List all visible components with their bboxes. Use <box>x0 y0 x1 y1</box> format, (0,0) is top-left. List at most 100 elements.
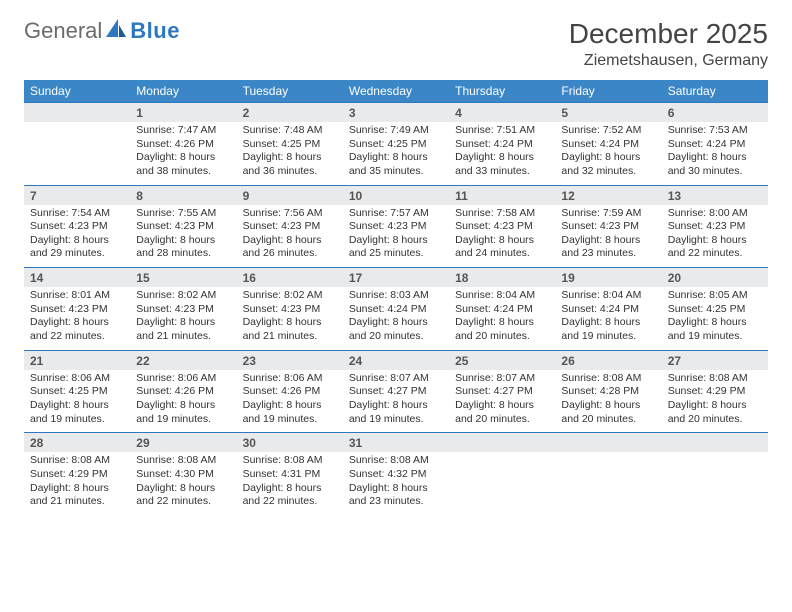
sunset-line: Sunset: 4:25 PM <box>349 138 443 152</box>
dayhead-sunday: Sunday <box>24 80 130 103</box>
day-number: 16 <box>237 268 343 287</box>
sunrise-line: Sunrise: 8:08 AM <box>30 454 124 468</box>
sunset-line: Sunset: 4:23 PM <box>349 220 443 234</box>
calendar-week-row: 1Sunrise: 7:47 AMSunset: 4:26 PMDaylight… <box>24 103 768 186</box>
daylight-line: Daylight: 8 hours and 22 minutes. <box>243 482 337 509</box>
sunset-line: Sunset: 4:29 PM <box>30 468 124 482</box>
calendar-day-cell: 27Sunrise: 8:08 AMSunset: 4:29 PMDayligh… <box>662 350 768 433</box>
calendar-day-cell: 20Sunrise: 8:05 AMSunset: 4:25 PMDayligh… <box>662 268 768 351</box>
day-details: Sunrise: 7:58 AMSunset: 4:23 PMDaylight:… <box>449 205 555 268</box>
sunrise-line: Sunrise: 8:08 AM <box>561 372 655 386</box>
daylight-line: Daylight: 8 hours and 30 minutes. <box>668 151 762 178</box>
day-details: Sunrise: 7:52 AMSunset: 4:24 PMDaylight:… <box>555 122 661 185</box>
day-number: 12 <box>555 186 661 205</box>
calendar-day-cell: 23Sunrise: 8:06 AMSunset: 4:26 PMDayligh… <box>237 350 343 433</box>
page-header: General Blue December 2025 Ziemetshausen… <box>24 18 768 70</box>
day-details: Sunrise: 8:05 AMSunset: 4:25 PMDaylight:… <box>662 287 768 350</box>
sunset-line: Sunset: 4:23 PM <box>136 220 230 234</box>
day-details <box>662 452 768 510</box>
sunrise-line: Sunrise: 8:00 AM <box>668 207 762 221</box>
day-number <box>449 433 555 452</box>
day-number: 7 <box>24 186 130 205</box>
sunrise-line: Sunrise: 7:49 AM <box>349 124 443 138</box>
daylight-line: Daylight: 8 hours and 19 minutes. <box>349 399 443 426</box>
day-details <box>555 452 661 510</box>
daylight-line: Daylight: 8 hours and 35 minutes. <box>349 151 443 178</box>
brand-sail-icon <box>106 19 128 44</box>
calendar-day-cell: 5Sunrise: 7:52 AMSunset: 4:24 PMDaylight… <box>555 103 661 186</box>
daylight-line: Daylight: 8 hours and 21 minutes. <box>136 316 230 343</box>
day-number: 22 <box>130 351 236 370</box>
calendar-day-cell: 26Sunrise: 8:08 AMSunset: 4:28 PMDayligh… <box>555 350 661 433</box>
calendar-day-cell: 6Sunrise: 7:53 AMSunset: 4:24 PMDaylight… <box>662 103 768 186</box>
calendar-day-cell: 11Sunrise: 7:58 AMSunset: 4:23 PMDayligh… <box>449 185 555 268</box>
sunrise-line: Sunrise: 7:47 AM <box>136 124 230 138</box>
calendar-day-cell: 22Sunrise: 8:06 AMSunset: 4:26 PMDayligh… <box>130 350 236 433</box>
sunset-line: Sunset: 4:24 PM <box>455 138 549 152</box>
sunrise-line: Sunrise: 7:55 AM <box>136 207 230 221</box>
calendar-day-cell: 10Sunrise: 7:57 AMSunset: 4:23 PMDayligh… <box>343 185 449 268</box>
day-details: Sunrise: 7:55 AMSunset: 4:23 PMDaylight:… <box>130 205 236 268</box>
month-title: December 2025 <box>569 18 768 50</box>
sunrise-line: Sunrise: 8:01 AM <box>30 289 124 303</box>
calendar-week-row: 28Sunrise: 8:08 AMSunset: 4:29 PMDayligh… <box>24 433 768 515</box>
calendar-day-cell: 18 Sunrise: 8:04 AMSunset: 4:24 PMDayligh… <box>449 268 555 351</box>
sunset-line: Sunset: 4:26 PM <box>136 138 230 152</box>
sunset-line: Sunset: 4:23 PM <box>668 220 762 234</box>
daylight-line: Daylight: 8 hours and 26 minutes. <box>243 234 337 261</box>
calendar-day-cell: 25Sunrise: 8:07 AMSunset: 4:27 PMDayligh… <box>449 350 555 433</box>
day-details: Sunrise: 7:57 AMSunset: 4:23 PMDaylight:… <box>343 205 449 268</box>
day-number: 15 <box>130 268 236 287</box>
day-details: Sunrise: 8:01 AMSunset: 4:23 PMDaylight:… <box>24 287 130 350</box>
day-number: 18 <box>449 268 555 287</box>
dayhead-monday: Monday <box>130 80 236 103</box>
daylight-line: Daylight: 8 hours and 29 minutes. <box>30 234 124 261</box>
brand-word-2: Blue <box>130 18 180 44</box>
sunset-line: Sunset: 4:24 PM <box>455 303 549 317</box>
calendar-day-cell <box>662 433 768 515</box>
sunrise-line: Sunrise: 8:08 AM <box>136 454 230 468</box>
calendar-day-cell: 24Sunrise: 8:07 AMSunset: 4:27 PMDayligh… <box>343 350 449 433</box>
sunrise-line: Sunrise: 7:54 AM <box>30 207 124 221</box>
daylight-line: Daylight: 8 hours and 33 minutes. <box>455 151 549 178</box>
sunset-line: Sunset: 4:23 PM <box>455 220 549 234</box>
day-number: 14 <box>24 268 130 287</box>
day-number: 19 <box>555 268 661 287</box>
daylight-line: Daylight: 8 hours and 20 minutes. <box>455 316 549 343</box>
sunset-line: Sunset: 4:27 PM <box>349 385 443 399</box>
daylight-line: Daylight: 8 hours and 20 minutes. <box>668 399 762 426</box>
day-details: Sunrise: 8:03 AMSunset: 4:24 PMDaylight:… <box>343 287 449 350</box>
day-number <box>24 103 130 122</box>
location-name: Ziemetshausen, Germany <box>569 52 768 70</box>
day-details: Sunrise: 8:08 AMSunset: 4:29 PMDaylight:… <box>24 452 130 515</box>
sunset-line: Sunset: 4:23 PM <box>30 303 124 317</box>
calendar-day-cell <box>449 433 555 515</box>
sunrise-line: Sunrise: 8:07 AM <box>455 372 549 386</box>
day-number: 21 <box>24 351 130 370</box>
sunset-line: Sunset: 4:25 PM <box>30 385 124 399</box>
sunrise-line: Sunrise: 8:04 AM <box>455 289 549 303</box>
day-details: Sunrise: 8:04 AMSunset: 4:24 PMDaylight:… <box>555 287 661 350</box>
calendar-day-cell <box>555 433 661 515</box>
dayhead-saturday: Saturday <box>662 80 768 103</box>
daylight-line: Daylight: 8 hours and 19 minutes. <box>30 399 124 426</box>
sunrise-line: Sunrise: 7:58 AM <box>455 207 549 221</box>
dayhead-friday: Friday <box>555 80 661 103</box>
daylight-line: Daylight: 8 hours and 20 minutes. <box>349 316 443 343</box>
day-details: Sunrise: 8:02 AMSunset: 4:23 PMDaylight:… <box>130 287 236 350</box>
day-number <box>555 433 661 452</box>
day-details: Sunrise: 8:07 AMSunset: 4:27 PMDaylight:… <box>449 370 555 433</box>
day-details <box>24 122 130 180</box>
daylight-line: Daylight: 8 hours and 20 minutes. <box>455 399 549 426</box>
day-number: 6 <box>662 103 768 122</box>
sunrise-line: Sunrise: 8:02 AM <box>136 289 230 303</box>
sunrise-line: Sunrise: 7:59 AM <box>561 207 655 221</box>
daylight-line: Daylight: 8 hours and 19 minutes. <box>561 316 655 343</box>
day-number: 26 <box>555 351 661 370</box>
day-details: Sunrise: 7:54 AMSunset: 4:23 PMDaylight:… <box>24 205 130 268</box>
calendar-day-cell: 9Sunrise: 7:56 AMSunset: 4:23 PMDaylight… <box>237 185 343 268</box>
sunset-line: Sunset: 4:25 PM <box>668 303 762 317</box>
sunrise-line: Sunrise: 8:07 AM <box>349 372 443 386</box>
day-details: Sunrise: 8:02 AMSunset: 4:23 PMDaylight:… <box>237 287 343 350</box>
sunrise-line: Sunrise: 7:48 AM <box>243 124 337 138</box>
